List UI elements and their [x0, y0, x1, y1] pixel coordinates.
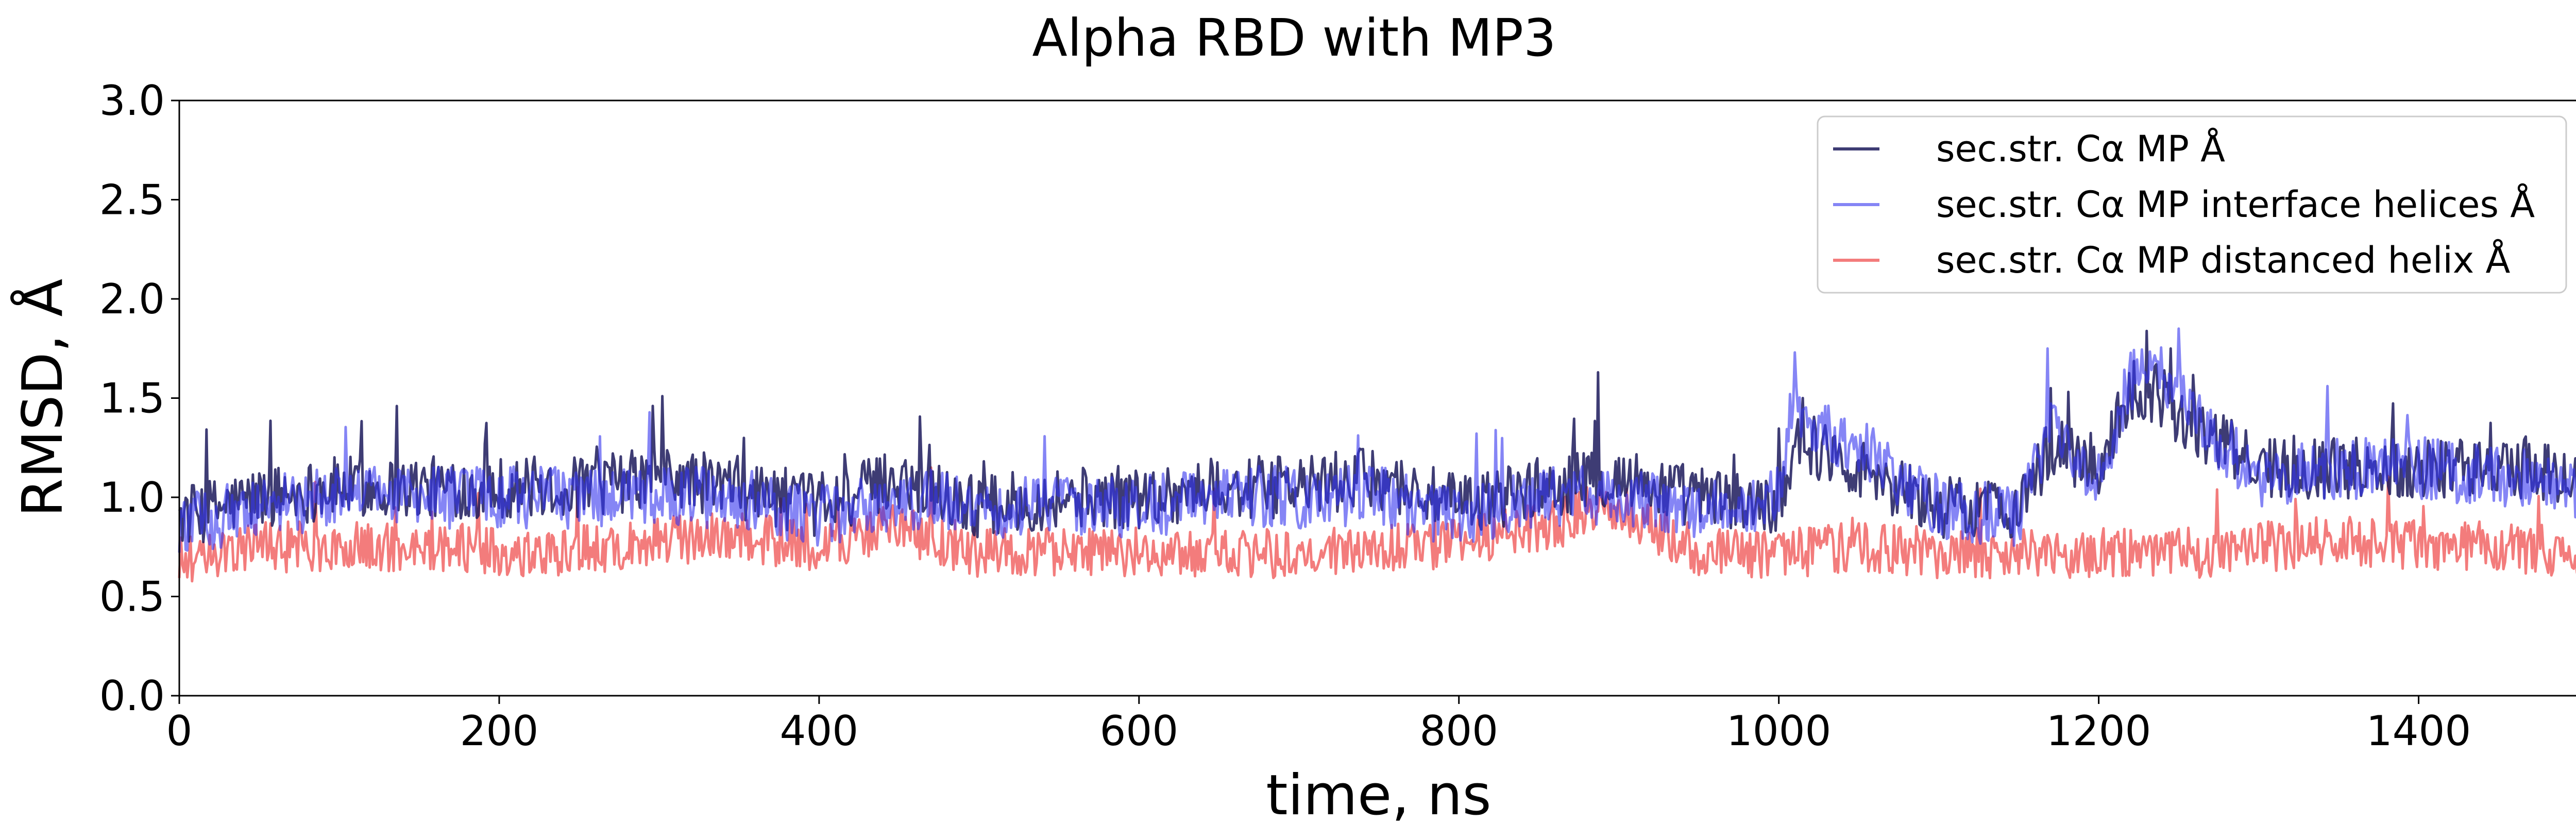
series-layer [178, 327, 2576, 583]
x-tick-label: 600 [1099, 707, 1178, 755]
y-tick-label: 0.0 [99, 672, 165, 720]
y-tick-label: 1.0 [99, 474, 165, 522]
y-tick-label: 1.5 [99, 375, 165, 423]
y-tick-label: 0.5 [99, 573, 165, 621]
legend-entry-distanced-helix: sec.str. Cα MP distanced helix Å [1936, 239, 2510, 281]
series-line-distanced-helix [178, 466, 2576, 583]
x-tick-label: 1200 [2046, 707, 2151, 755]
x-axis-ticks: 0 200 400 600 800 1000 1200 1400 [166, 696, 2471, 755]
legend-entry-interface-helices: sec.str. Cα MP interface helices Å [1936, 183, 2535, 226]
x-axis-label: time, ns [1266, 763, 1491, 828]
chart-title: Alpha RBD with MP3 [1032, 8, 1556, 68]
y-tick-label: 3.0 [99, 77, 165, 125]
y-tick-label: 2.0 [99, 275, 165, 323]
x-tick-label: 200 [460, 707, 539, 755]
x-tick-label: 1400 [2366, 707, 2471, 755]
x-tick-label: 0 [166, 707, 193, 755]
series-line-sec-str-ca-mp [178, 329, 2576, 544]
legend-entry-sec-str-ca-mp: sec.str. Cα MP Å [1936, 128, 2225, 170]
legend: sec.str. Cα MP Å sec.str. Cα MP interfac… [1817, 115, 2567, 294]
x-tick-label: 400 [780, 707, 859, 755]
legend-box [1817, 115, 2567, 294]
y-tick-label: 2.5 [99, 176, 165, 224]
x-tick-label: 800 [1419, 707, 1498, 755]
series-line-interface-helices [178, 327, 2576, 553]
y-axis-ticks: 0.0 0.5 1.0 1.5 2.0 2.5 3.0 [99, 77, 179, 720]
x-tick-label: 1000 [1726, 707, 1832, 755]
y-axis-label: RMSD, Å [10, 279, 75, 517]
